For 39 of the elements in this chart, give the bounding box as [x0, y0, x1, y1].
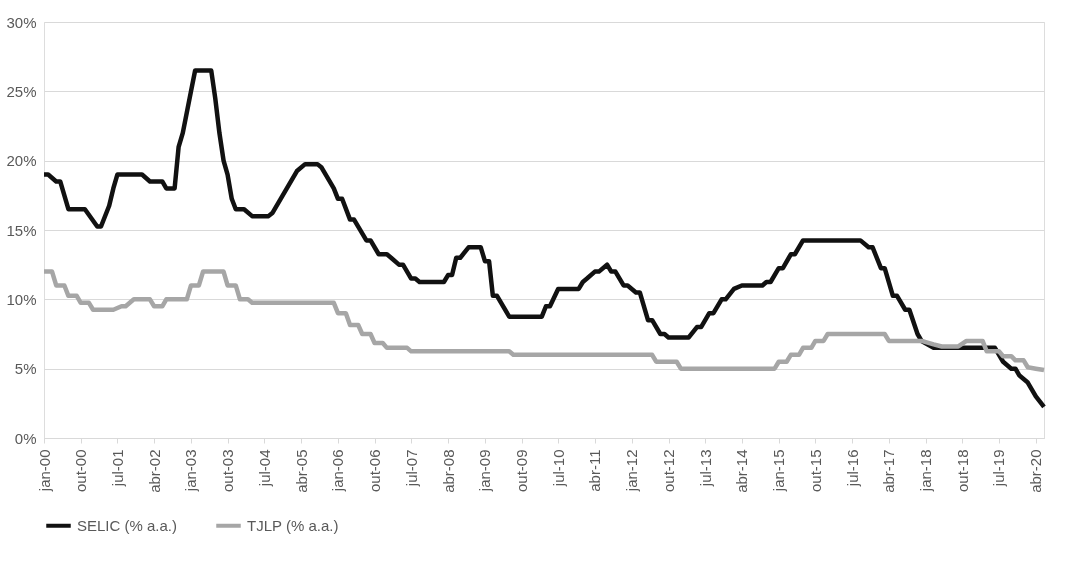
x-tick-label: abr-02: [145, 449, 163, 493]
x-tick-label: out-09: [513, 449, 531, 493]
y-tick-label: 20%: [6, 152, 37, 170]
x-tick-label: out-18: [953, 449, 971, 493]
x-tick-label: abr-17: [880, 449, 898, 493]
x-tick-label: jul-16: [843, 449, 861, 488]
x-tick-label: out-12: [660, 449, 678, 493]
x-tick-label: jan-06: [329, 449, 347, 493]
y-tick-label: 15%: [6, 221, 37, 239]
y-tick-label: 10%: [6, 290, 37, 308]
x-tick-label: out-03: [219, 449, 237, 493]
x-tick-label: out-15: [806, 449, 824, 493]
x-tick-label: jul-10: [549, 449, 567, 488]
x-tick-label: abr-11: [586, 449, 604, 492]
x-tick-label: jan-15: [770, 449, 788, 493]
x-tick-label: abr-14: [733, 449, 751, 493]
line-series: [41, 269, 1047, 373]
x-tick-label: jan-03: [182, 449, 200, 493]
x-tick-label: jul-07: [402, 449, 420, 488]
x-tick-label: jan-09: [476, 449, 494, 493]
y-tick-label: 25%: [6, 82, 37, 100]
line-series: [41, 68, 1047, 410]
x-tick-label: out-00: [72, 449, 90, 493]
x-tick-label: jan-18: [917, 449, 935, 493]
x-tick-label: out-06: [366, 449, 384, 493]
x-tick-label: jul-19: [990, 449, 1008, 488]
legend-label: TJLP (% a.a.): [247, 516, 339, 534]
x-tick-label: abr-05: [292, 449, 310, 493]
y-tick-label: 5%: [14, 360, 37, 378]
x-tick-label: jul-04: [255, 449, 273, 488]
x-tick-label: jan-00: [35, 449, 53, 493]
x-tick-label: abr-08: [439, 449, 457, 493]
x-tick-label: jul-01: [108, 449, 126, 488]
y-tick-label: 30%: [6, 13, 37, 31]
y-tick-label: 0%: [14, 429, 37, 447]
legend-label: SELIC (% a.a.): [77, 516, 178, 534]
x-tick-label: jul-13: [696, 449, 714, 488]
x-tick-label: jan-12: [623, 449, 641, 493]
x-tick-label: abr-20: [1027, 449, 1045, 493]
